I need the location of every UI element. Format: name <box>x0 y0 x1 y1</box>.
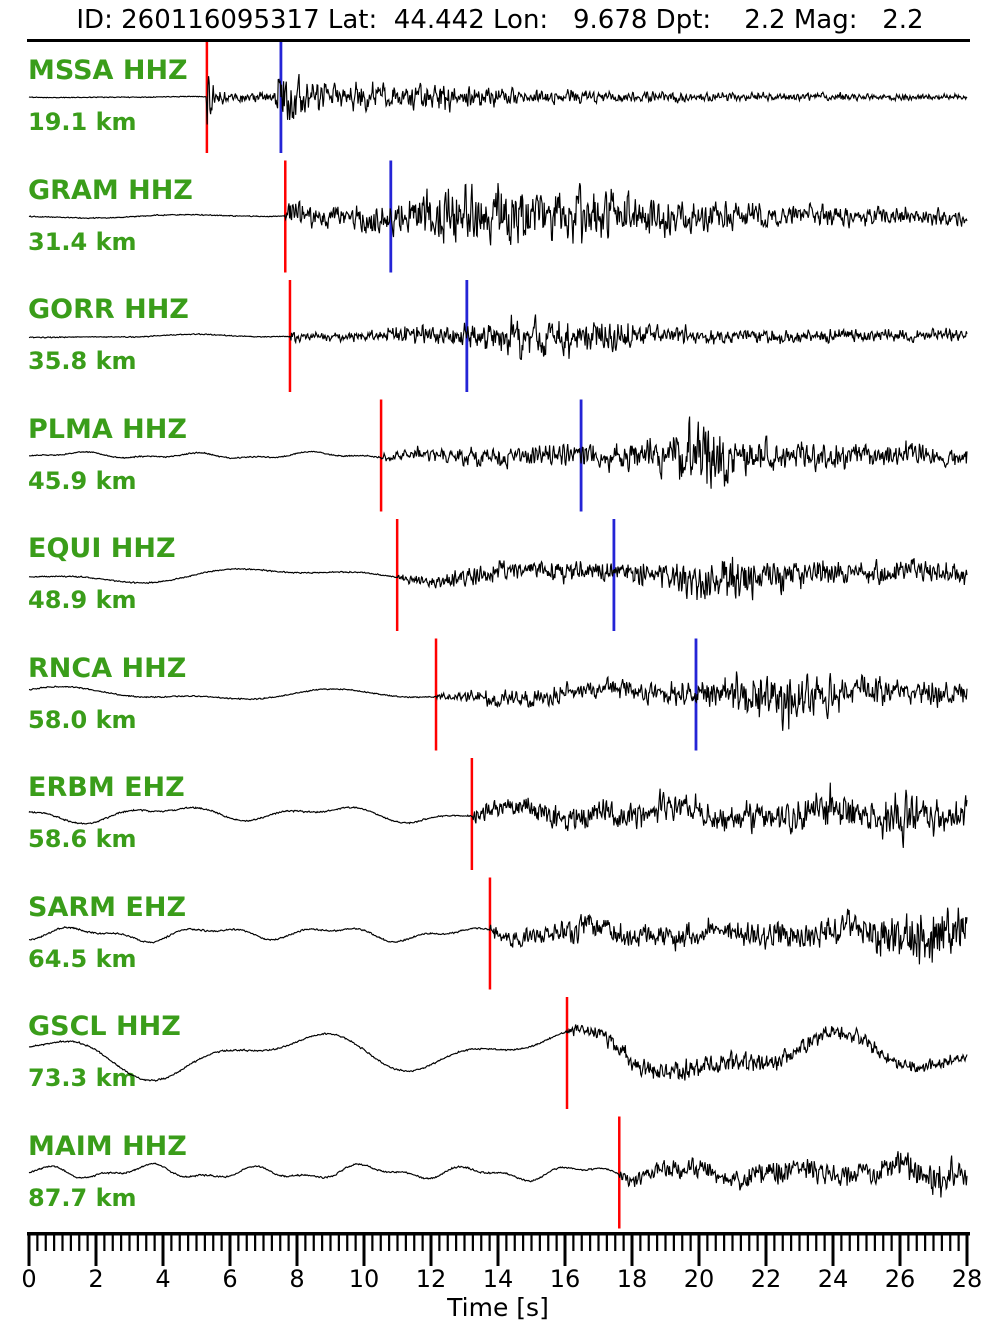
station-label: ERBM EHZ <box>28 772 185 803</box>
distance-label: 58.0 km <box>28 705 137 734</box>
station-label: SARM EHZ <box>28 891 187 923</box>
x-tick-label: 20 <box>684 1265 715 1293</box>
distance-label: 31.4 km <box>28 227 137 256</box>
x-tick-label: 18 <box>617 1265 648 1293</box>
station-label: GORR HHZ <box>28 294 189 325</box>
station-label: MAIM HHZ <box>28 1130 187 1162</box>
x-tick-label: 8 <box>289 1265 304 1293</box>
event-title: ID: 260116095317 Lat: 44.442 Lon: 9.678 … <box>76 5 924 35</box>
x-tick-label: 24 <box>818 1265 849 1293</box>
station-label: RNCA HHZ <box>28 652 187 684</box>
station-label: PLMA HHZ <box>28 413 187 445</box>
x-tick-label: 16 <box>550 1265 581 1293</box>
distance-label: 19.1 km <box>28 108 137 136</box>
distance-label: 58.6 km <box>28 825 137 853</box>
x-axis-label: Time [s] <box>446 1293 549 1322</box>
distance-label: 73.3 km <box>28 1064 137 1092</box>
top-spine <box>27 39 970 42</box>
x-tick-label: 22 <box>751 1265 782 1293</box>
x-axis-ticks <box>27 1235 969 1266</box>
x-tick-label: 0 <box>21 1265 36 1293</box>
distance-label: 87.7 km <box>28 1183 137 1212</box>
station-label: GRAM HHZ <box>28 174 193 206</box>
x-tick-label: 10 <box>349 1265 380 1293</box>
x-tick-label: 2 <box>88 1265 103 1293</box>
distance-label: 64.5 km <box>28 944 137 973</box>
x-tick-label: 4 <box>155 1265 170 1293</box>
x-tick-label: 12 <box>416 1265 447 1293</box>
station-label: EQUI HHZ <box>28 533 176 564</box>
station-label: GSCL HHZ <box>28 1011 181 1042</box>
station-label: MSSA HHZ <box>28 55 188 86</box>
distance-label: 35.8 km <box>28 347 137 375</box>
distance-label: 45.9 km <box>28 466 137 495</box>
x-tick-label: 6 <box>222 1265 237 1293</box>
x-axis-spine <box>27 1232 970 1236</box>
x-tick-label: 14 <box>483 1265 514 1293</box>
x-tick-label: 28 <box>952 1265 983 1293</box>
distance-label: 48.9 km <box>28 586 137 614</box>
x-tick-label: 26 <box>885 1265 916 1293</box>
